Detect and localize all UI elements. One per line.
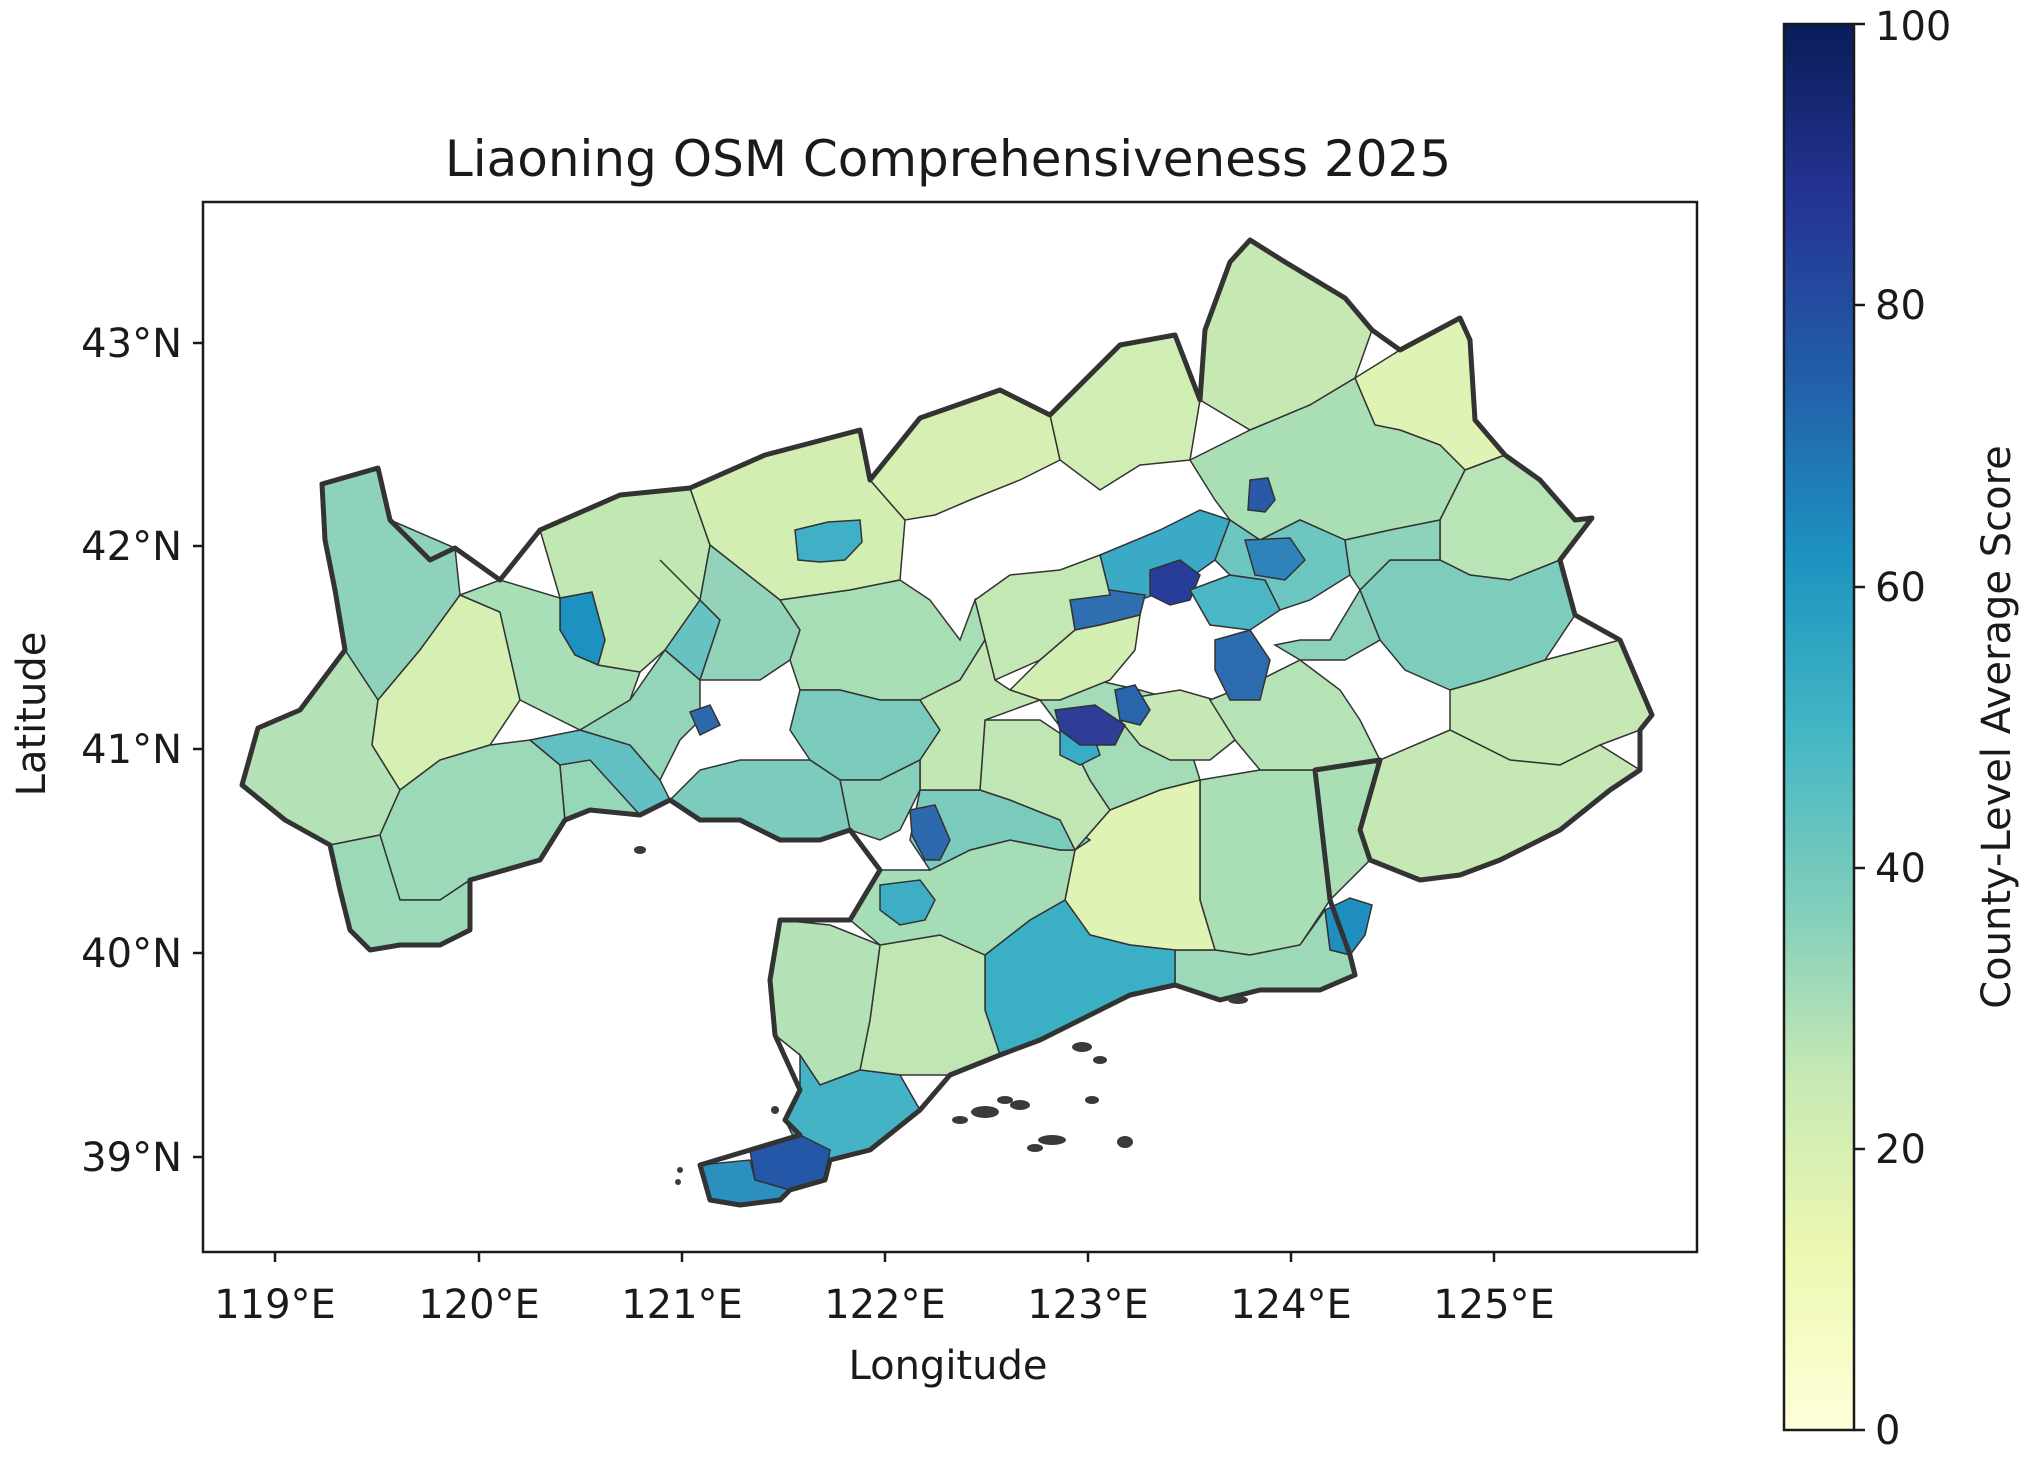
region-shenyang-center bbox=[1149, 559, 1201, 606]
region-jinzhou-city bbox=[688, 704, 722, 737]
province-boundary bbox=[239, 237, 1655, 1208]
region-fushun-city bbox=[1244, 537, 1306, 581]
x-axis-label: Longitude bbox=[849, 1343, 1048, 1389]
y-tick-label: 43°N bbox=[81, 321, 182, 367]
y-tick-label: 41°N bbox=[81, 727, 182, 773]
x-tick-label: 125°E bbox=[1433, 1282, 1555, 1328]
x-axis: 119°E 120°E 121°E 122°E 123°E 124°E 125°… bbox=[214, 1252, 1555, 1389]
region-shenyang-south bbox=[1054, 704, 1126, 746]
region-pulandian bbox=[859, 934, 1001, 1076]
x-tick-label: 122°E bbox=[824, 1282, 946, 1328]
x-tick-label: 120°E bbox=[418, 1282, 540, 1328]
y-axis: 43°N 42°N 41°N 40°N 39°N Latitude bbox=[9, 321, 203, 1181]
region-tieling-city bbox=[1247, 477, 1276, 513]
region-bayuquan bbox=[879, 879, 936, 926]
colorbar-label: County-Level Average Score bbox=[1974, 445, 2020, 1009]
y-tick-label: 39°N bbox=[81, 1135, 182, 1181]
region-liaozhong bbox=[1008, 614, 1141, 701]
colorbar-gradient bbox=[1782, 22, 1856, 1432]
liaoning-map bbox=[241, 239, 1653, 1206]
region-dengta bbox=[1272, 588, 1381, 661]
x-tick-label: 124°E bbox=[1230, 1282, 1352, 1328]
colorbar: 100 80 60 40 20 0 County-Level Average S… bbox=[1782, 4, 2020, 1454]
region-fuxin-city bbox=[794, 519, 863, 563]
x-tick-label: 119°E bbox=[214, 1282, 336, 1328]
region-panjin bbox=[839, 758, 921, 841]
y-axis-label: Latitude bbox=[9, 632, 55, 797]
y-tick-label: 42°N bbox=[81, 524, 182, 570]
region-fushun-east bbox=[1344, 519, 1441, 592]
region-sujiatun bbox=[1114, 684, 1151, 726]
colorbar-tick-label: 60 bbox=[1875, 565, 1926, 611]
x-tick-label: 121°E bbox=[621, 1282, 743, 1328]
y-tick-label: 40°N bbox=[81, 931, 182, 977]
colorbar-tick-label: 20 bbox=[1875, 1127, 1926, 1173]
colorbar-tick-label: 40 bbox=[1875, 846, 1926, 892]
colorbar-tick-label: 0 bbox=[1875, 1408, 1900, 1454]
region-haicheng bbox=[979, 719, 1111, 852]
region-kazuo bbox=[371, 594, 521, 792]
region-yingkou-city bbox=[909, 804, 951, 861]
colorbar-tick-label: 100 bbox=[1875, 4, 1951, 50]
x-tick-label: 123°E bbox=[1027, 1282, 1149, 1328]
region-taian bbox=[918, 638, 1043, 791]
region-liaoyang-city bbox=[1214, 629, 1271, 701]
islands bbox=[634, 846, 1248, 1185]
map-title: Liaoning OSM Comprehensiveness 2025 bbox=[445, 130, 1451, 188]
colorbar-tick-label: 80 bbox=[1875, 283, 1926, 329]
